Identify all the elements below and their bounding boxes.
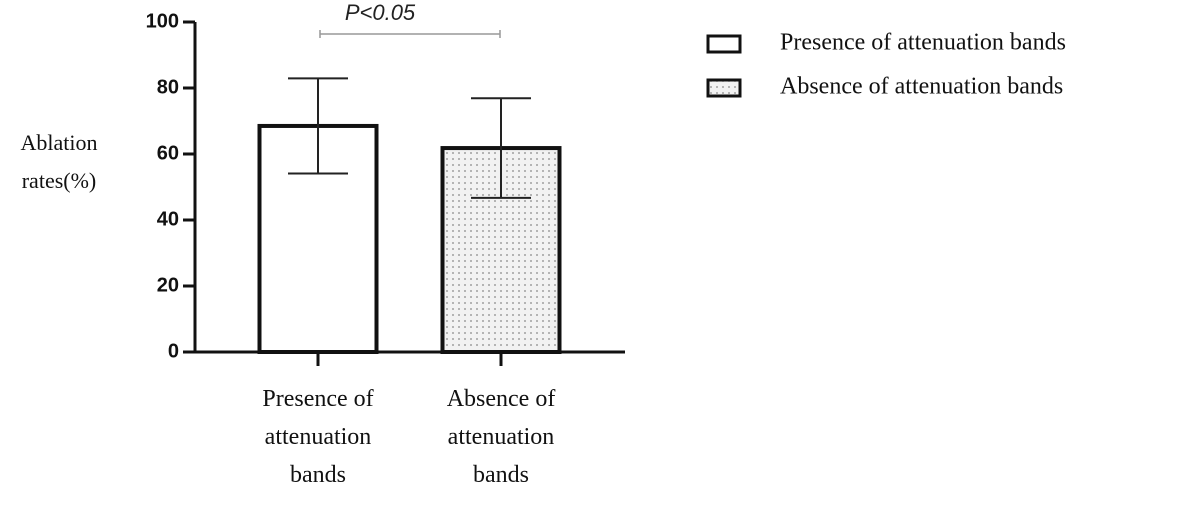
- y-tick-label: 40: [157, 208, 179, 230]
- y-tick-label: 0: [168, 340, 179, 362]
- annotation: P<0.05: [345, 0, 416, 25]
- bar: [440, 146, 562, 354]
- error-bar: [471, 97, 531, 199]
- y-tick-label: 20: [157, 274, 179, 296]
- y-tick-label: 80: [157, 76, 179, 98]
- legend-label: Presence of attenuation bands: [780, 30, 1066, 56]
- x-tick-label: Presence of attenuation bands: [262, 386, 374, 488]
- legend-swatch: [706, 34, 742, 54]
- legend-label: Absence of attenuation bands: [780, 74, 1063, 100]
- y-tick-label: 60: [157, 142, 179, 164]
- legend-swatch: [706, 78, 742, 98]
- y-tick-label: 100: [146, 10, 179, 32]
- error-bar: [288, 77, 348, 175]
- x-tick-label: Absence of attenuation bands: [446, 386, 556, 488]
- y-axis-label: Ablation rates(%): [20, 130, 98, 193]
